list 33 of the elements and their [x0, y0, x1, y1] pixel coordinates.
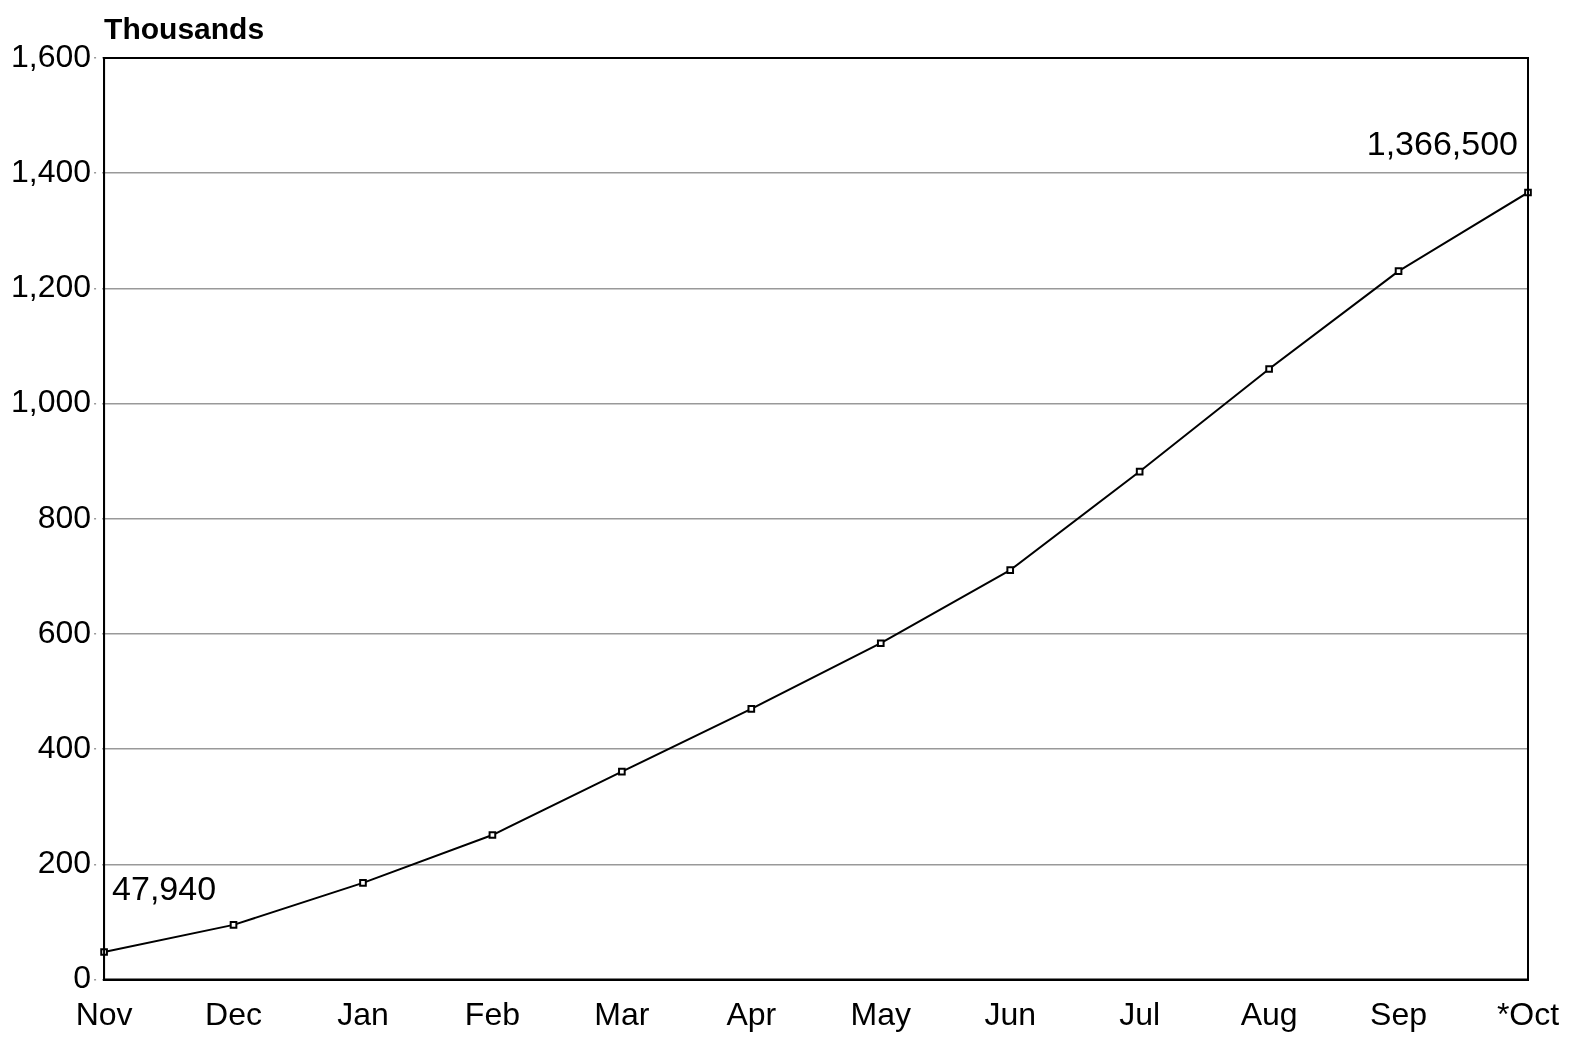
x-tick-label: Jul	[1119, 995, 1161, 1032]
y-tick-label: 400	[37, 729, 92, 766]
x-tick-label: *Oct	[1496, 995, 1560, 1032]
annotation: 47,940	[112, 869, 217, 908]
x-tick-label: Aug	[1240, 995, 1298, 1032]
y-tick-label: 1,400	[11, 153, 92, 190]
x-tick-label: Jan	[337, 995, 389, 1032]
y-tick-label: 1,600	[11, 37, 92, 74]
point	[1006, 566, 1015, 574]
y-tick-label: 600	[37, 613, 92, 650]
point	[488, 831, 497, 839]
point	[1394, 267, 1403, 275]
annotation: 1,366,500	[1366, 123, 1518, 162]
x-tick-label: Jun	[984, 995, 1037, 1032]
point	[359, 879, 367, 887]
x-tick-label: Feb	[464, 995, 520, 1032]
x-tick-label: Dec	[205, 995, 262, 1032]
y-tick-label: 0	[73, 959, 92, 996]
y-axis-title: Thousands	[104, 12, 265, 46]
y-tick-label: 800	[37, 498, 92, 535]
x-tick-label: May	[850, 995, 911, 1032]
y-tick-label: 1,200	[11, 268, 92, 305]
x-tick-label: Sep	[1370, 995, 1428, 1032]
x-tick-label: Apr	[726, 995, 777, 1032]
point	[1265, 365, 1273, 373]
point	[747, 705, 756, 713]
point	[618, 767, 626, 776]
point	[876, 639, 885, 648]
x-tick-label: Nov	[75, 995, 133, 1032]
point	[229, 921, 238, 929]
y-tick-label: 200	[37, 844, 92, 881]
x-tick-label: Mar	[594, 995, 650, 1032]
y-tick-label: 1,000	[11, 383, 92, 420]
